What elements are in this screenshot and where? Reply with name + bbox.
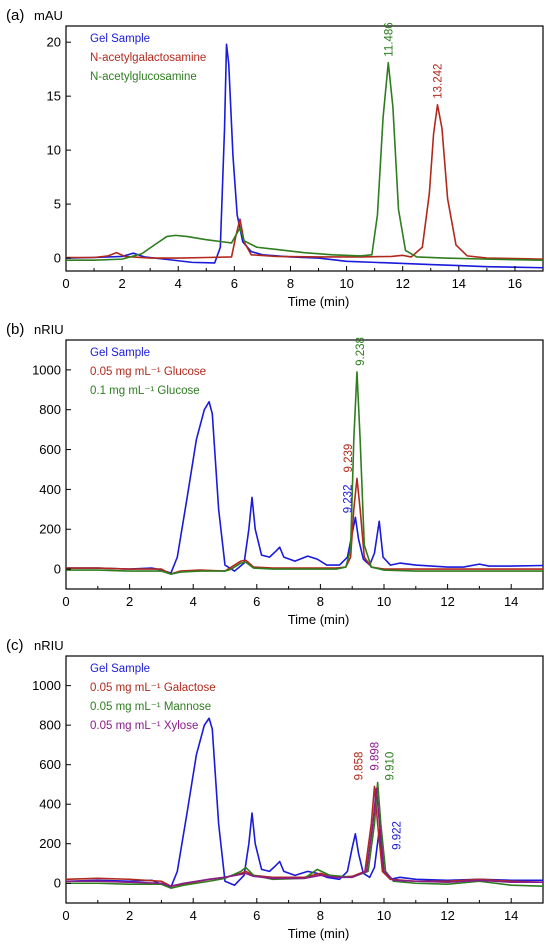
series-line-3 (66, 61, 543, 262)
y-tick-label: 400 (39, 797, 61, 812)
series-line-3 (66, 371, 543, 575)
panel-label: (b) (6, 321, 24, 338)
peak-label: 9.910 (385, 752, 397, 781)
series-line-2 (66, 477, 543, 575)
x-tick-label: 12 (395, 276, 409, 291)
x-tick-label: 14 (504, 594, 518, 609)
y-tick-label: 20 (47, 35, 61, 50)
peak-label: 9.239 (343, 444, 355, 473)
x-tick-label: 0 (62, 276, 69, 291)
y-tick-label: 15 (47, 89, 61, 104)
panel-label: (a) (6, 7, 24, 24)
peak-label: 9.922 (391, 821, 403, 850)
y-tick-label: 600 (39, 757, 61, 772)
chart-panel-2: 0 2 4 6 8 10 12 14 0 200 400 600 800 1000 (b) nRIU Time … (6, 321, 544, 627)
series-line-1 (66, 717, 543, 888)
legend-entry-4: 0.05 mg mL⁻¹ Xylose (90, 720, 198, 732)
series-line-3 (66, 781, 543, 889)
y-tick-label: 1000 (32, 362, 61, 377)
peak-label: 9.858 (353, 752, 365, 781)
x-tick-label: 2 (119, 276, 126, 291)
y-tick-label: 1000 (32, 678, 61, 693)
x-axis-label: Time (min) (288, 612, 350, 627)
y-tick-label: 400 (39, 482, 61, 497)
y-tick-label: 0 (54, 562, 61, 577)
y-tick-label: 10 (47, 143, 61, 158)
y-tick-label: 200 (39, 522, 61, 537)
chart-panel-3: 0 2 4 6 8 10 12 14 0 200 400 600 800 1000 (c) nRIU Time … (6, 637, 544, 941)
y-tick-label: 5 (54, 197, 61, 212)
x-tick-label: 12 (440, 908, 454, 923)
peak-label: 9.238 (355, 337, 367, 366)
legend-entry-3: 0.05 mg mL⁻¹ Mannose (90, 701, 211, 713)
x-tick-label: 8 (287, 276, 294, 291)
x-tick-label: 6 (253, 594, 260, 609)
series-line-2 (66, 785, 543, 887)
y-tick-label: 800 (39, 718, 61, 733)
legend-entry-1: Gel Sample (90, 33, 150, 45)
peak-label: 9.232 (343, 485, 355, 514)
y-tick-label: 200 (39, 836, 61, 851)
y-tick-label: 800 (39, 402, 61, 417)
legend-entry-2: 0.05 mg mL⁻¹ Glucose (90, 366, 206, 378)
peak-label: 11.486 (383, 22, 395, 56)
x-tick-label: 4 (190, 594, 197, 609)
x-tick-label: 4 (190, 908, 197, 923)
y-axis-label: nRIU (34, 322, 64, 337)
x-tick-label: 0 (62, 908, 69, 923)
x-tick-label: 14 (504, 908, 518, 923)
x-axis-label: Time (min) (288, 926, 350, 941)
x-tick-label: 10 (377, 594, 391, 609)
x-tick-label: 12 (440, 594, 454, 609)
legend-entry-1: Gel Sample (90, 663, 150, 675)
peak-label: 9.898 (370, 742, 382, 771)
x-tick-label: 8 (317, 908, 324, 923)
x-tick-label: 4 (175, 276, 182, 291)
x-tick-label: 14 (452, 276, 466, 291)
chart-panel-1: 0 2 4 6 8 10 12 14 16 0 5 10 15 20 (a) mAU Time (min) Gel… (6, 7, 544, 309)
plot-frame (65, 25, 544, 272)
y-tick-label: 600 (39, 442, 61, 457)
series-line-1 (66, 400, 543, 574)
series-line-4 (66, 787, 543, 887)
y-tick-label: 0 (54, 876, 61, 891)
x-tick-label: 2 (126, 908, 133, 923)
x-axis-label: Time (min) (288, 294, 350, 309)
x-tick-label: 10 (377, 908, 391, 923)
x-tick-label: 10 (339, 276, 353, 291)
x-tick-label: 6 (253, 908, 260, 923)
y-axis-label: nRIU (34, 638, 64, 653)
legend-entry-3: N-acetylglucosamine (90, 71, 197, 83)
x-tick-label: 0 (62, 594, 69, 609)
x-tick-label: 16 (508, 276, 522, 291)
series-line-2 (66, 103, 543, 260)
peak-label: 13.242 (433, 64, 445, 99)
plot-frame (65, 655, 544, 904)
legend-entry-2: 0.05 mg mL⁻¹ Galactose (90, 682, 216, 694)
y-axis-label: mAU (34, 8, 63, 23)
legend-entry-3: 0.1 mg mL⁻¹ Glucose (90, 385, 200, 397)
x-tick-label: 6 (231, 276, 238, 291)
y-tick-label: 0 (54, 251, 61, 266)
legend-entry-1: Gel Sample (90, 347, 150, 359)
x-tick-label: 2 (126, 594, 133, 609)
panel-label: (c) (6, 637, 24, 654)
legend-entry-2: N-acetylgalactosamine (90, 52, 206, 64)
plot-frame (65, 339, 544, 590)
x-tick-label: 8 (317, 594, 324, 609)
